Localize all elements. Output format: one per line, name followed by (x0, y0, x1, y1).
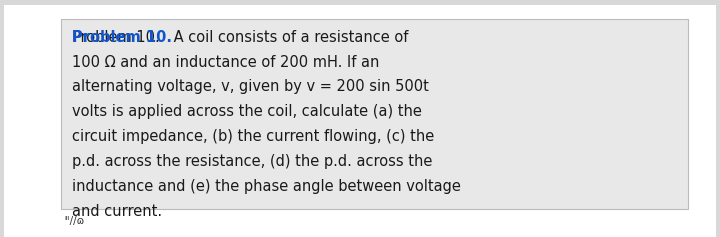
Text: p.d. across the resistance, (d) the p.d. across the: p.d. across the resistance, (d) the p.d.… (72, 154, 433, 169)
Text: 100 Ω and an inductance of 200 mH. If an: 100 Ω and an inductance of 200 mH. If an (72, 55, 379, 69)
Text: volts is applied across the coil, calculate (a) the: volts is applied across the coil, calcul… (72, 104, 422, 119)
Text: circuit impedance, (b) the current flowing, (c) the: circuit impedance, (b) the current flowi… (72, 129, 434, 144)
FancyBboxPatch shape (4, 5, 716, 237)
Text: alternating voltage, v, given by v = 200 sin 500t: alternating voltage, v, given by v = 200… (72, 79, 429, 94)
Text: Problem 10.   A coil consists of a resistance of: Problem 10. A coil consists of a resista… (72, 30, 408, 45)
Text: and current.: and current. (72, 204, 162, 219)
Text: ᴵᴵᴵ//ɷ: ᴵᴵᴵ//ɷ (65, 216, 85, 226)
Text: inductance and (e) the phase angle between voltage: inductance and (e) the phase angle betwe… (72, 179, 461, 194)
FancyBboxPatch shape (61, 19, 688, 209)
Text: Problem 10.: Problem 10. (72, 30, 172, 45)
